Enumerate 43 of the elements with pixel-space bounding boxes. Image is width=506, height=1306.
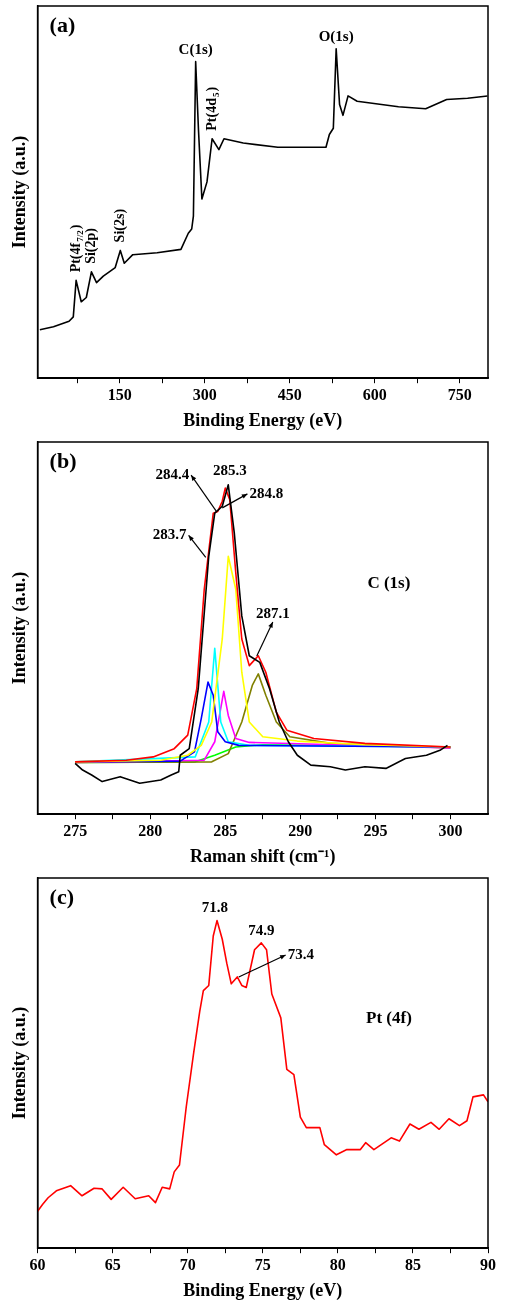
x-tick-label: 75 xyxy=(254,1255,271,1273)
x-tick-label: 85 xyxy=(404,1255,421,1273)
x-tick-label: 300 xyxy=(438,821,463,839)
annotation: 285.3 xyxy=(212,461,247,478)
x-tick-label: 90 xyxy=(480,1255,496,1273)
annotation: C (1s) xyxy=(367,572,411,592)
annotation: 284.4 xyxy=(155,466,190,483)
x-tick-label: 290 xyxy=(288,821,313,839)
x-tick-label: 750 xyxy=(447,385,472,403)
y-axis-title: Intensity (a.u.) xyxy=(9,571,31,685)
annotation: 287.1 xyxy=(255,604,290,621)
x-axis-title: Raman shift (cm⁻¹) xyxy=(190,845,336,867)
y-axis-title: Intensity (a.u.) xyxy=(9,1006,31,1120)
x-axis-title: Binding Energy (eV) xyxy=(183,409,343,431)
annotation: 283.7 xyxy=(152,526,188,543)
annotation: Pt(4d5) xyxy=(203,86,221,131)
x-tick-label: 285 xyxy=(213,821,238,839)
annotation: 71.8 xyxy=(201,899,228,916)
x-tick-label: 150 xyxy=(107,385,132,403)
x-tick-label: 600 xyxy=(362,385,387,403)
annotation: C(1s) xyxy=(178,40,213,58)
annotation: Pt(4f7/2) xyxy=(67,224,85,273)
x-tick-label: 450 xyxy=(277,385,302,403)
annotation: Pt (4f) xyxy=(366,1008,412,1028)
annotation: Si(2s) xyxy=(111,208,128,243)
annotation: 284.8 xyxy=(249,484,284,501)
chart-title: (c) xyxy=(49,883,75,909)
annotation: Si(2p) xyxy=(83,227,100,264)
x-axis-title: Binding Energy (eV) xyxy=(183,1279,343,1301)
annotation: 74.9 xyxy=(248,921,275,938)
x-tick-label: 295 xyxy=(363,821,388,839)
x-tick-label: 80 xyxy=(329,1255,346,1273)
y-axis-title: Intensity (a.u.) xyxy=(9,135,31,249)
x-tick-label: 280 xyxy=(138,821,163,839)
annotation: O(1s) xyxy=(318,27,354,45)
chart-title: (b) xyxy=(49,447,77,473)
x-tick-label: 60 xyxy=(29,1255,46,1273)
x-tick-label: 300 xyxy=(192,385,217,403)
x-tick-label: 275 xyxy=(63,821,88,839)
annotation: 73.4 xyxy=(287,945,315,962)
x-tick-label: 70 xyxy=(179,1255,196,1273)
chart-title: (a) xyxy=(49,11,76,37)
x-tick-label: 65 xyxy=(104,1255,121,1273)
